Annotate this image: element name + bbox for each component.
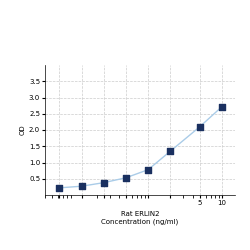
Y-axis label: OD: OD: [20, 125, 26, 135]
Point: [102, 181, 106, 185]
Point: [220, 104, 224, 108]
Point: [198, 125, 202, 129]
Point: [168, 149, 172, 153]
X-axis label: Rat ERLIN2
Concentration (ng/ml): Rat ERLIN2 Concentration (ng/ml): [102, 212, 178, 225]
Point: [80, 184, 84, 188]
Point: [124, 176, 128, 180]
Point: [57, 186, 61, 190]
Point: [146, 168, 150, 172]
